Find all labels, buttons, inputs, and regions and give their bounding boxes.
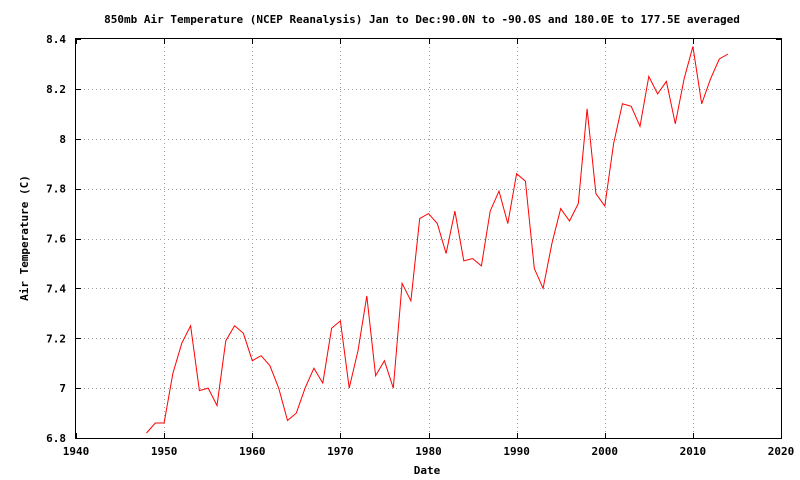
x-tick-label: 2010 bbox=[680, 445, 707, 458]
x-tick-label: 1960 bbox=[239, 445, 266, 458]
y-tick-label: 8.4 bbox=[46, 33, 66, 46]
x-tick-label: 1940 bbox=[63, 445, 90, 458]
x-tick-label: 2000 bbox=[592, 445, 619, 458]
x-tick-label: 2020 bbox=[768, 445, 795, 458]
grid bbox=[76, 39, 781, 438]
series-group bbox=[146, 46, 729, 434]
x-tick-label: 1970 bbox=[327, 445, 354, 458]
chart-title: 850mb Air Temperature (NCEP Reanalysis) … bbox=[104, 13, 740, 26]
y-tick-label: 8.2 bbox=[46, 83, 66, 96]
y-tick-label: 7 bbox=[59, 382, 66, 395]
axis-ticks: 1940 1950 1960 1970 1980 1990 2000 2010 2020 6.8 7… bbox=[46, 33, 794, 458]
plot-frame bbox=[75, 38, 782, 439]
x-tick-label: 1990 bbox=[503, 445, 530, 458]
series-line bbox=[146, 46, 729, 434]
x-tick-label: 1980 bbox=[415, 445, 442, 458]
y-tick-label: 7.8 bbox=[46, 183, 66, 196]
y-tick-label: 7.6 bbox=[46, 233, 66, 246]
y-axis-label: Air Temperature (C) bbox=[18, 175, 31, 301]
y-tick-label: 8 bbox=[59, 133, 66, 146]
y-tick-label: 7.2 bbox=[46, 332, 66, 345]
y-tick-label: 6.8 bbox=[46, 432, 66, 445]
x-axis-label: Date bbox=[414, 464, 441, 477]
x-tick-label: 1950 bbox=[151, 445, 178, 458]
y-tick-label: 7.4 bbox=[46, 282, 66, 295]
